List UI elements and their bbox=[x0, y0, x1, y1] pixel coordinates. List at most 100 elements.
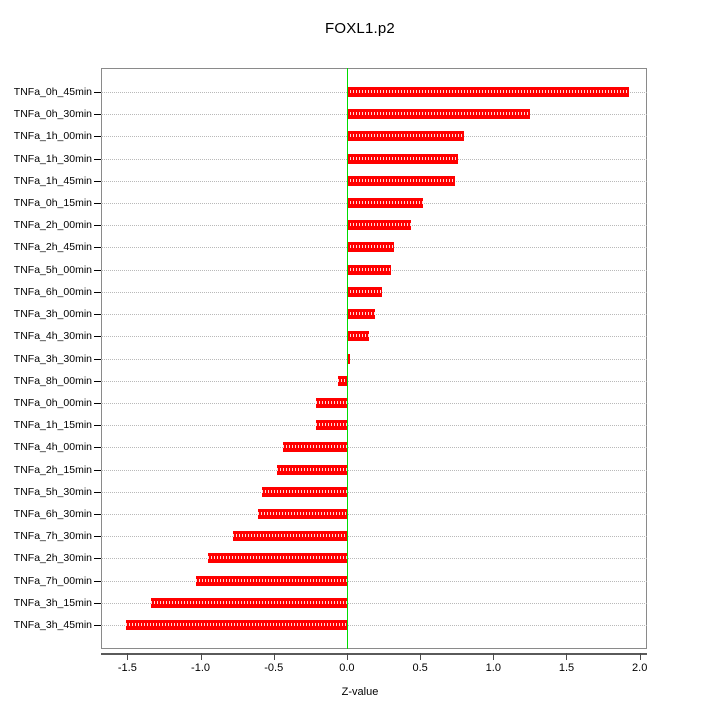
bar-hatch bbox=[257, 511, 347, 515]
bar bbox=[346, 198, 424, 209]
bar bbox=[346, 131, 464, 142]
gridline bbox=[101, 625, 647, 626]
y-axis-tick-label: TNFa_1h_00min bbox=[13, 130, 92, 143]
gridline bbox=[101, 336, 647, 338]
y-axis-tick bbox=[94, 291, 101, 293]
y-axis-tick-label: TNFa_0h_15min bbox=[13, 197, 92, 210]
x-axis-tick-label: 1.0 bbox=[485, 662, 501, 674]
y-axis-labels: TNFa_0h_45min TNFa_0h_30min TNFa_1h_00min T… bbox=[0, 68, 92, 649]
gridline bbox=[101, 402, 647, 404]
gridline bbox=[101, 580, 647, 582]
y-axis-tick bbox=[94, 580, 101, 582]
bar bbox=[346, 87, 630, 97]
bar bbox=[257, 508, 347, 519]
bar-hatch bbox=[346, 267, 391, 271]
gridline bbox=[101, 536, 647, 538]
bar bbox=[346, 309, 375, 320]
y-axis-tick-label: TNFa_0h_00min bbox=[13, 396, 92, 409]
bar bbox=[150, 597, 347, 608]
y-axis-tick bbox=[94, 491, 101, 493]
gridline bbox=[101, 469, 647, 471]
y-axis-tick-label: TNFa_8h_00min bbox=[13, 374, 92, 387]
bar-hatch bbox=[346, 201, 424, 205]
x-axis-tick bbox=[493, 653, 495, 660]
y-axis-tick-label: TNFa_6h_00min bbox=[13, 285, 92, 298]
y-axis-tick bbox=[94, 269, 101, 271]
bar-hatch bbox=[346, 356, 350, 360]
bar-hatch bbox=[346, 289, 383, 293]
gridline bbox=[101, 380, 647, 382]
y-axis-tick-label: TNFa_3h_00min bbox=[13, 308, 92, 321]
y-axis-tick-label: TNFa_2h_15min bbox=[13, 463, 92, 476]
bar bbox=[346, 264, 391, 275]
y-axis-tick bbox=[94, 225, 101, 227]
y-axis-tick-label: TNFa_5h_30min bbox=[13, 485, 92, 498]
bar-hatch bbox=[346, 223, 412, 227]
plot-area bbox=[101, 68, 647, 649]
bar bbox=[282, 442, 347, 453]
y-axis-tick-label: TNFa_6h_30min bbox=[13, 507, 92, 520]
gridline bbox=[101, 491, 647, 493]
y-axis-tick bbox=[94, 180, 101, 182]
y-axis-tick-label: TNFa_3h_45min bbox=[13, 619, 92, 631]
y-axis-tick-label: TNFa_4h_00min bbox=[13, 441, 92, 454]
y-axis-ticks bbox=[94, 68, 102, 649]
gridline bbox=[101, 358, 647, 360]
y-axis-tick-label: TNFa_5h_00min bbox=[13, 263, 92, 276]
x-axis-tick bbox=[200, 653, 202, 660]
y-axis-tick bbox=[94, 336, 101, 338]
y-axis-tick-label: TNFa_7h_00min bbox=[13, 574, 92, 587]
y-axis-tick-label: TNFa_1h_45min bbox=[13, 174, 92, 187]
x-axis-tick bbox=[127, 653, 129, 660]
gridline bbox=[101, 558, 647, 560]
bar bbox=[346, 153, 459, 164]
bar-hatch bbox=[346, 334, 369, 338]
bar bbox=[346, 353, 350, 364]
x-axis-tick-label: -1.5 bbox=[117, 662, 137, 674]
y-axis-tick-label: TNFa_2h_45min bbox=[13, 241, 92, 254]
x-axis-tick-label: -1.0 bbox=[191, 662, 211, 674]
bar-hatch bbox=[346, 178, 456, 182]
y-axis-tick bbox=[94, 625, 101, 626]
y-axis-tick bbox=[94, 402, 101, 404]
bar-hatch bbox=[262, 489, 347, 493]
gridline bbox=[101, 513, 647, 515]
bar-hatch bbox=[346, 134, 464, 138]
bar-hatch bbox=[207, 556, 347, 560]
bar-hatch bbox=[316, 423, 347, 427]
y-axis-tick bbox=[94, 447, 101, 449]
bar-hatch bbox=[346, 112, 530, 116]
y-axis-tick bbox=[94, 358, 101, 360]
x-axis-tick-label: 2.0 bbox=[632, 662, 648, 674]
bar bbox=[316, 397, 347, 408]
y-axis-tick bbox=[94, 203, 101, 205]
bar bbox=[276, 464, 347, 475]
gridline bbox=[101, 602, 647, 604]
bar-hatch bbox=[150, 600, 347, 604]
x-axis-tick-label: 0.0 bbox=[339, 662, 355, 674]
bar bbox=[338, 375, 347, 386]
x-axis-tick bbox=[273, 653, 275, 660]
bar bbox=[346, 109, 530, 120]
bar-hatch bbox=[346, 312, 375, 316]
bar bbox=[346, 175, 456, 186]
x-axis-line bbox=[101, 653, 647, 655]
zero-reference-line bbox=[346, 68, 348, 649]
y-axis-tick-label: TNFa_7h_30min bbox=[13, 530, 92, 543]
bar bbox=[125, 620, 347, 630]
bar bbox=[346, 331, 369, 342]
x-axis-tick-label: 0.5 bbox=[412, 662, 428, 674]
bar-hatch bbox=[276, 467, 347, 471]
y-axis-tick-label: TNFa_0h_30min bbox=[13, 108, 92, 121]
gridline bbox=[101, 425, 647, 427]
bar-hatch bbox=[346, 156, 459, 160]
page-title: FOXL1.p2 bbox=[325, 20, 395, 37]
bar bbox=[346, 220, 412, 231]
bar-hatch bbox=[196, 578, 347, 582]
bar-hatch bbox=[346, 90, 630, 93]
bar bbox=[196, 575, 347, 586]
bar bbox=[232, 531, 347, 542]
y-axis-tick bbox=[94, 425, 101, 427]
gridline bbox=[101, 447, 647, 449]
